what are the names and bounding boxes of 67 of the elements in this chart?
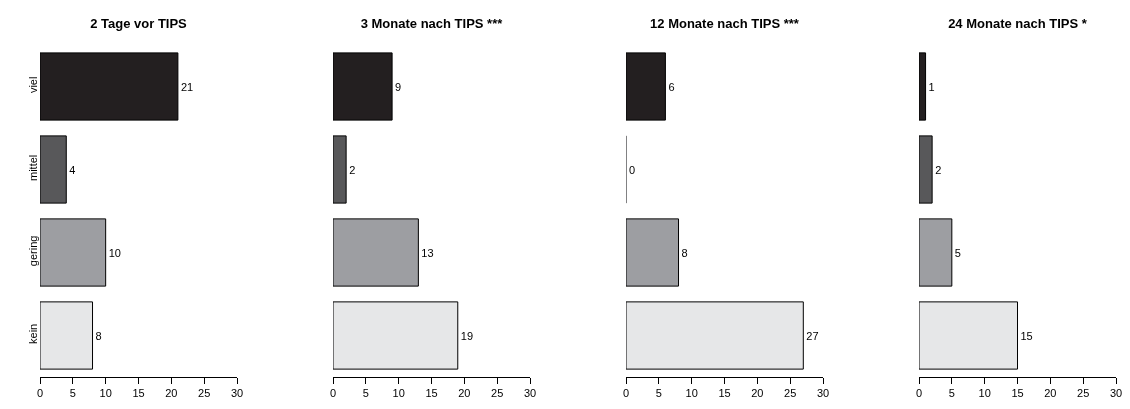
- bar: [626, 52, 666, 121]
- data-label: 8: [95, 329, 102, 342]
- x-tick-label: 30: [1109, 387, 1123, 400]
- data-label: 9: [395, 80, 402, 93]
- data-label: 6: [668, 80, 675, 93]
- data-label: 27: [806, 329, 819, 342]
- x-tick-label: 25: [784, 387, 797, 400]
- data-label: 2: [935, 163, 942, 176]
- x-tick-label: 20: [458, 387, 471, 400]
- bar: [40, 52, 179, 121]
- x-tick-label: 25: [1077, 387, 1090, 400]
- bar: [333, 218, 419, 287]
- x-tick-label: 15: [718, 387, 731, 400]
- y-tick-label: gering: [26, 235, 39, 267]
- bar: [919, 301, 1018, 370]
- bar: [626, 301, 804, 370]
- x-tick-label: 0: [622, 387, 630, 400]
- x-tick-label: 10: [392, 387, 405, 400]
- y-tick-label: kein: [26, 323, 39, 344]
- x-tick-label: 20: [1044, 387, 1057, 400]
- x-tick-label: 20: [751, 387, 764, 400]
- x-tick-label: 25: [198, 387, 211, 400]
- x-tick-label: 25: [491, 387, 504, 400]
- x-tick-label: 15: [425, 387, 438, 400]
- data-label: 0: [629, 163, 636, 176]
- y-tick-label: mittel: [26, 154, 39, 181]
- y-tick-label: viel: [26, 76, 39, 94]
- x-tick-label: 0: [36, 387, 44, 400]
- bar: [919, 52, 927, 121]
- x-tick-label: 30: [816, 387, 830, 400]
- x-tick-label: 5: [948, 387, 955, 400]
- chart-title: 24 Monate nach TIPS *: [948, 15, 1088, 31]
- bar: [333, 52, 393, 121]
- x-tick-label: 0: [329, 387, 337, 400]
- data-label: 8: [681, 246, 688, 259]
- data-label: 13: [421, 246, 434, 259]
- x-tick-label: 15: [1011, 387, 1024, 400]
- chart-title: 2 Tage vor TIPS: [90, 15, 188, 31]
- chart-title: 12 Monate nach TIPS ***: [650, 15, 800, 31]
- data-label: 15: [1020, 329, 1033, 342]
- bar: [626, 218, 680, 287]
- bar: [40, 218, 107, 287]
- data-label: 21: [180, 80, 194, 93]
- bar: [333, 135, 347, 204]
- data-label: 10: [108, 246, 121, 259]
- bar: [333, 301, 459, 370]
- bar: [40, 301, 94, 370]
- x-tick-label: 15: [132, 387, 145, 400]
- data-label: 19: [460, 329, 474, 342]
- bar: [919, 218, 953, 287]
- x-tick-label: 5: [69, 387, 76, 400]
- data-label: 5: [954, 246, 961, 259]
- chart-title: 3 Monate nach TIPS ***: [360, 15, 504, 31]
- bar: [919, 135, 933, 204]
- data-label: 2: [349, 163, 356, 176]
- data-label: 1: [928, 80, 935, 93]
- x-tick-label: 10: [685, 387, 698, 400]
- x-tick-label: 10: [978, 387, 991, 400]
- x-tick-label: 0: [915, 387, 923, 400]
- x-tick-label: 10: [99, 387, 112, 400]
- x-tick-label: 5: [655, 387, 662, 400]
- x-tick-label: 5: [362, 387, 369, 400]
- x-tick-label: 30: [523, 387, 537, 400]
- bar: [40, 135, 67, 204]
- x-tick-label: 20: [165, 387, 178, 400]
- data-label: 4: [69, 163, 76, 176]
- x-tick-label: 30: [230, 387, 244, 400]
